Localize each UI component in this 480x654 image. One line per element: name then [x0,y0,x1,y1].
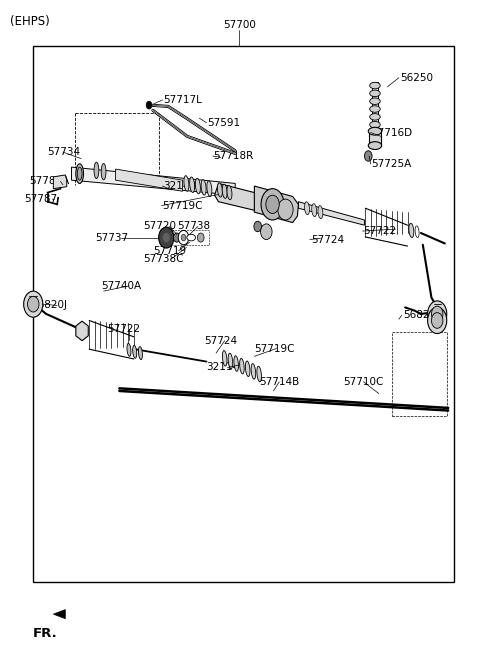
Circle shape [261,188,284,220]
Ellipse shape [217,183,222,197]
Bar [170,230,209,245]
Text: 57591: 57591 [207,118,240,128]
Circle shape [173,233,180,242]
Ellipse shape [370,122,380,128]
Text: 57722: 57722 [363,226,396,236]
Text: 57738C: 57738C [144,254,184,264]
Circle shape [278,199,293,220]
Ellipse shape [101,164,106,180]
Ellipse shape [415,226,419,237]
Text: 32114: 32114 [206,362,240,373]
Text: 57718R: 57718R [214,151,254,161]
Circle shape [428,307,447,334]
Polygon shape [369,131,381,146]
Circle shape [261,224,272,239]
Circle shape [27,296,39,312]
Text: 56250: 56250 [400,73,433,82]
Ellipse shape [304,201,310,215]
Ellipse shape [227,186,232,199]
Ellipse shape [370,106,380,112]
Polygon shape [254,186,299,222]
Ellipse shape [370,98,380,105]
Text: 57734: 57734 [48,147,81,157]
Ellipse shape [127,343,131,356]
Ellipse shape [195,179,200,194]
Ellipse shape [77,167,82,180]
Ellipse shape [251,364,256,379]
Ellipse shape [370,90,380,97]
Ellipse shape [190,177,194,192]
Ellipse shape [76,164,84,183]
Ellipse shape [234,356,239,371]
Circle shape [432,306,443,322]
Circle shape [181,234,186,241]
Ellipse shape [132,345,137,358]
Text: 57719C: 57719C [162,201,203,211]
Ellipse shape [138,347,143,360]
Text: 57740A: 57740A [101,281,141,291]
Ellipse shape [240,358,244,374]
Text: 57720: 57720 [144,222,176,232]
Polygon shape [372,82,378,146]
Circle shape [254,221,262,232]
Ellipse shape [228,353,233,369]
Text: 57724: 57724 [204,336,237,346]
Polygon shape [215,183,259,211]
Circle shape [158,227,174,248]
Ellipse shape [409,223,414,237]
Polygon shape [72,167,235,195]
Polygon shape [53,610,65,619]
Circle shape [146,101,152,109]
Circle shape [178,230,189,245]
Ellipse shape [257,366,262,382]
Text: 57789A: 57789A [29,177,70,186]
Ellipse shape [370,114,380,120]
Circle shape [428,301,447,327]
Ellipse shape [94,162,99,179]
Polygon shape [299,201,364,225]
Ellipse shape [318,205,323,218]
Text: 56820J: 56820J [31,300,67,311]
Ellipse shape [222,184,227,198]
Ellipse shape [201,180,206,195]
Ellipse shape [207,181,212,196]
Text: 56820H: 56820H [403,310,444,320]
Circle shape [197,233,204,242]
Text: 32148: 32148 [163,181,196,191]
Ellipse shape [245,361,250,377]
Polygon shape [116,169,182,191]
Circle shape [364,151,372,162]
Text: FR.: FR. [33,627,58,640]
Text: 57716D: 57716D [372,128,413,137]
Text: 57787: 57787 [24,194,58,204]
Text: 57714B: 57714B [259,377,300,387]
Circle shape [432,313,443,328]
Polygon shape [76,321,88,341]
Text: 57719: 57719 [153,246,186,256]
Polygon shape [120,388,448,411]
Text: 57722: 57722 [107,324,140,334]
Circle shape [24,291,43,317]
Text: 57700: 57700 [224,20,256,30]
Ellipse shape [368,128,382,135]
Text: 57717L: 57717L [163,95,202,105]
Ellipse shape [370,82,380,89]
Ellipse shape [368,142,382,150]
Bar [33,46,455,581]
Text: 57719C: 57719C [254,343,295,354]
Text: (EHPS): (EHPS) [10,15,50,28]
Text: 57725A: 57725A [372,159,412,169]
Ellipse shape [184,176,189,191]
Text: 57738: 57738 [177,222,210,232]
Ellipse shape [187,234,195,241]
Ellipse shape [312,203,317,216]
Bar [392,332,447,416]
Text: 57737: 57737 [96,233,129,243]
Circle shape [162,232,170,243]
Circle shape [266,195,279,213]
Text: 57710C: 57710C [343,377,383,387]
Text: 57724: 57724 [311,235,344,245]
Polygon shape [53,175,67,188]
Ellipse shape [222,351,227,366]
